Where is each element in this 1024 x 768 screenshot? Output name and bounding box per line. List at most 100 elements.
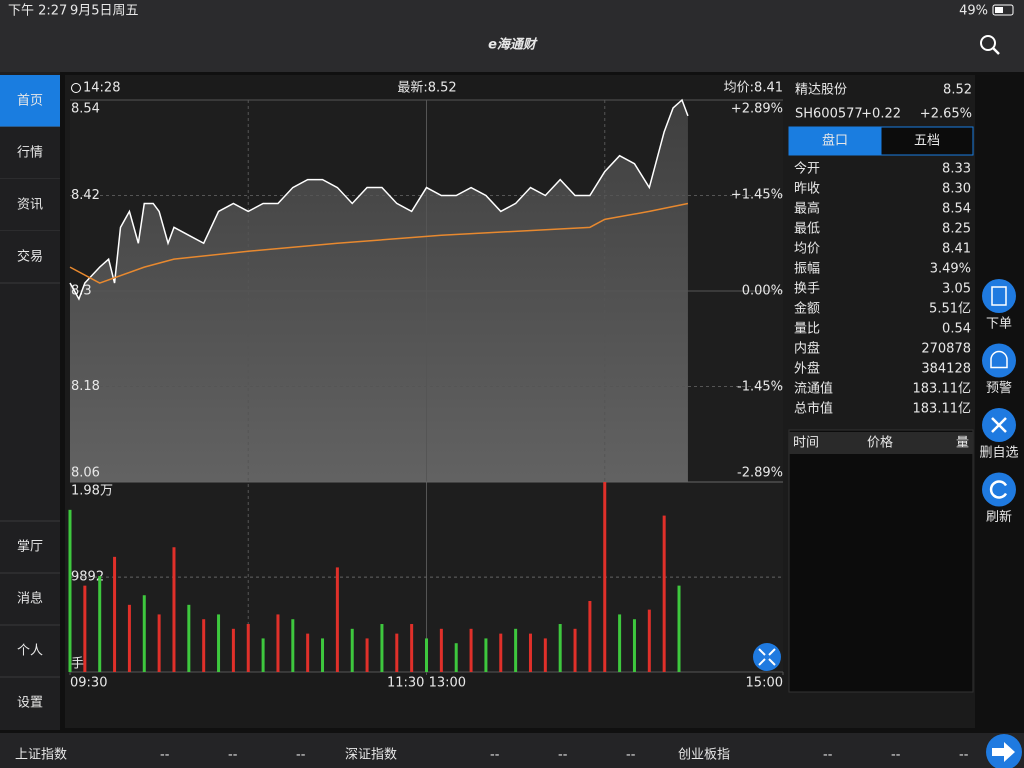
volume-bar xyxy=(632,619,636,672)
tab[interactable] xyxy=(788,126,882,156)
status-date: 9月5日周五 xyxy=(70,4,139,19)
index-value: -- xyxy=(891,748,901,763)
index-bar xyxy=(0,733,1024,768)
y-tick-label: 8.42 xyxy=(71,188,100,203)
tab-label: 盘口 xyxy=(822,133,848,149)
volume-bar xyxy=(588,600,592,672)
volume-bar xyxy=(573,628,577,672)
side-button[interactable] xyxy=(982,343,1016,378)
top-bar xyxy=(0,0,1024,72)
nav-item[interactable] xyxy=(0,231,60,283)
nav-label: 消息 xyxy=(17,591,43,607)
trade-list xyxy=(788,429,974,693)
index-value: -- xyxy=(160,748,170,763)
volume-bar xyxy=(439,628,443,672)
stat-label: 外盘 xyxy=(794,361,820,377)
y2-tick-label: 0.00% xyxy=(742,284,783,299)
volume-bar xyxy=(187,604,191,672)
tab-label: 五档 xyxy=(914,134,940,149)
stat-label: 内盘 xyxy=(794,341,820,357)
search-icon-handle xyxy=(992,47,1000,55)
time-label: 14:28 xyxy=(83,81,120,96)
y2-tick-label: +2.89% xyxy=(731,102,783,117)
index-name: 创业板指 xyxy=(678,748,730,763)
volume-tick-label: 1.98万 xyxy=(71,484,113,499)
nav-item[interactable] xyxy=(0,127,60,179)
volume-bar xyxy=(68,509,72,672)
stat-value: 3.05 xyxy=(942,282,971,297)
stat-label: 最高 xyxy=(794,201,820,217)
x-tick-label: 09:30 xyxy=(70,676,107,691)
stat-label: 昨收 xyxy=(794,182,820,197)
stat-label: 流通值 xyxy=(794,381,833,397)
battery-level xyxy=(995,7,1003,13)
index-value: -- xyxy=(558,748,568,763)
stat-value: 8.41 xyxy=(942,242,971,257)
volume-bar xyxy=(365,638,369,672)
nav-item[interactable] xyxy=(0,179,60,231)
volume-bar xyxy=(380,624,384,672)
search-icon[interactable] xyxy=(980,35,996,51)
nav-item[interactable] xyxy=(0,573,60,625)
stat-label: 金额 xyxy=(794,301,820,317)
alert-icon xyxy=(990,350,1008,369)
side-button-label: 预警 xyxy=(986,380,1012,396)
side-button[interactable] xyxy=(982,279,1016,313)
side-button-label: 删自选 xyxy=(979,446,1018,461)
volume-bar xyxy=(603,482,607,672)
nav-item[interactable] xyxy=(0,75,60,127)
volume-bar xyxy=(454,643,458,672)
nav-item[interactable] xyxy=(0,677,60,729)
stat-value: 270878 xyxy=(921,342,971,357)
clock-icon xyxy=(71,83,81,93)
volume-bar xyxy=(142,595,146,672)
volume-bar xyxy=(98,576,102,672)
volume-bar xyxy=(662,515,666,672)
stat-value: 183.11亿 xyxy=(913,402,972,417)
index-value: -- xyxy=(959,748,969,763)
stat-label: 换手 xyxy=(794,282,820,297)
y2-tick-label: +1.45% xyxy=(731,188,783,203)
nav-item[interactable] xyxy=(0,521,60,573)
stock-change: +0.22 xyxy=(861,107,901,122)
side-button-label: 刷新 xyxy=(986,509,1012,525)
index-value: -- xyxy=(228,748,238,763)
stat-label: 量比 xyxy=(794,322,820,337)
order-icon xyxy=(991,286,1007,306)
trade-header-bg xyxy=(789,432,973,454)
y-tick-label: 8.18 xyxy=(71,379,100,394)
y2-tick-label: -1.45% xyxy=(737,379,783,394)
stat-value: 8.30 xyxy=(942,182,971,197)
volume-bar xyxy=(350,628,354,672)
arrow-icon xyxy=(992,742,1015,762)
index-value: -- xyxy=(490,748,500,763)
volume-tick-label: 9892 xyxy=(71,570,104,585)
index-value: -- xyxy=(296,748,306,763)
stat-label: 总市值 xyxy=(794,401,833,417)
tab[interactable] xyxy=(880,126,974,156)
volume-bar xyxy=(410,624,414,672)
volume-bar xyxy=(157,614,161,672)
volume-bar xyxy=(335,567,339,672)
trade-header: 量 xyxy=(956,436,969,451)
x-tick-label: 15:00 xyxy=(746,676,783,691)
expand-button[interactable] xyxy=(753,643,781,671)
nav-label: 交易 xyxy=(17,249,43,265)
nav-label: 个人 xyxy=(17,644,43,659)
volume-bar xyxy=(113,556,117,672)
side-button[interactable] xyxy=(982,472,1016,507)
index-value: -- xyxy=(823,748,833,763)
stock-price: 8.52 xyxy=(943,83,972,98)
index-name: 上证指数 xyxy=(15,748,67,763)
volume-bar xyxy=(276,614,280,672)
stat-label: 最低 xyxy=(794,222,820,237)
delete-icon xyxy=(991,417,1007,433)
volume-bar xyxy=(543,638,547,672)
stat-value: 3.49% xyxy=(930,262,971,277)
index-name: 深证指数 xyxy=(345,748,397,763)
side-button-label: 下单 xyxy=(986,317,1012,332)
stat-value: 8.54 xyxy=(942,202,971,217)
nav-label: 掌厅 xyxy=(17,540,43,555)
nav-item[interactable] xyxy=(0,625,60,677)
